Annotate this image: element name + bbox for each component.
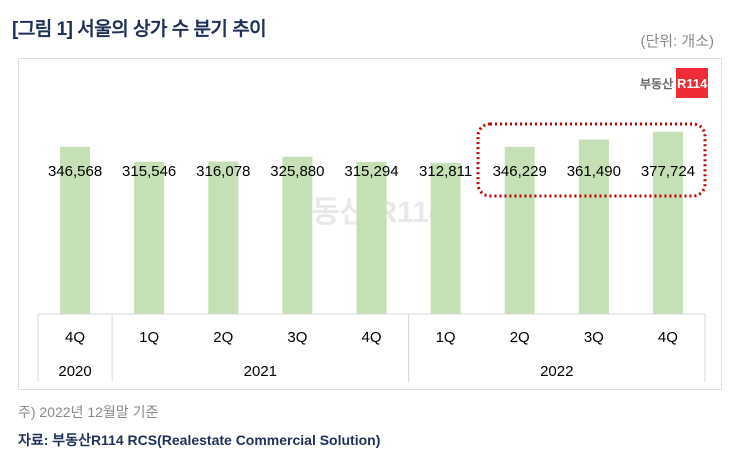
bar (504, 146, 535, 314)
logo: 부동산 R114 (640, 68, 709, 98)
bar (134, 161, 165, 314)
data-label: 325,880 (270, 163, 324, 180)
data-label: 361,490 (567, 163, 621, 180)
chart-title: [그림 1] 서울의 상가 수 분기 추이 (12, 19, 267, 40)
x-tick-label: 3Q (287, 329, 307, 346)
bar (282, 156, 313, 314)
data-label: 346,229 (493, 163, 547, 180)
data-label: 377,724 (641, 163, 695, 180)
x-tick-label: 4Q (658, 329, 678, 346)
bar (430, 163, 461, 314)
footnote: 주) 2022년 12월말 기준 (18, 404, 159, 420)
x-tick-label: 4Q (361, 329, 381, 346)
data-label: 316,078 (196, 163, 250, 180)
year-label: 2020 (58, 363, 91, 380)
x-tick-label: 2Q (510, 329, 530, 346)
year-label: 2021 (244, 363, 277, 380)
bar (60, 146, 91, 314)
logo-badge: R114 (676, 68, 709, 98)
chart-frame (18, 58, 722, 390)
bar (356, 161, 387, 314)
highlight-box (476, 122, 707, 198)
data-label: 312,811 (419, 163, 472, 180)
data-label: 315,294 (344, 163, 398, 180)
x-tick-label: 1Q (139, 329, 159, 346)
x-tick-label: 4Q (65, 329, 85, 346)
x-tick-label: 2Q (213, 329, 233, 346)
bar (578, 139, 609, 314)
bar (652, 131, 683, 314)
source: 자료: 부동산R114 RCS(Realestate Commercial So… (18, 432, 381, 448)
data-label: 346,568 (48, 163, 102, 180)
logo-text: 부동산 (640, 76, 674, 91)
bar (208, 161, 239, 314)
x-tick-label: 3Q (584, 329, 604, 346)
year-label: 2022 (540, 363, 573, 380)
x-tick-label: 1Q (436, 329, 456, 346)
unit-label: (단위: 개소) (640, 33, 714, 50)
data-label: 315,546 (122, 163, 176, 180)
